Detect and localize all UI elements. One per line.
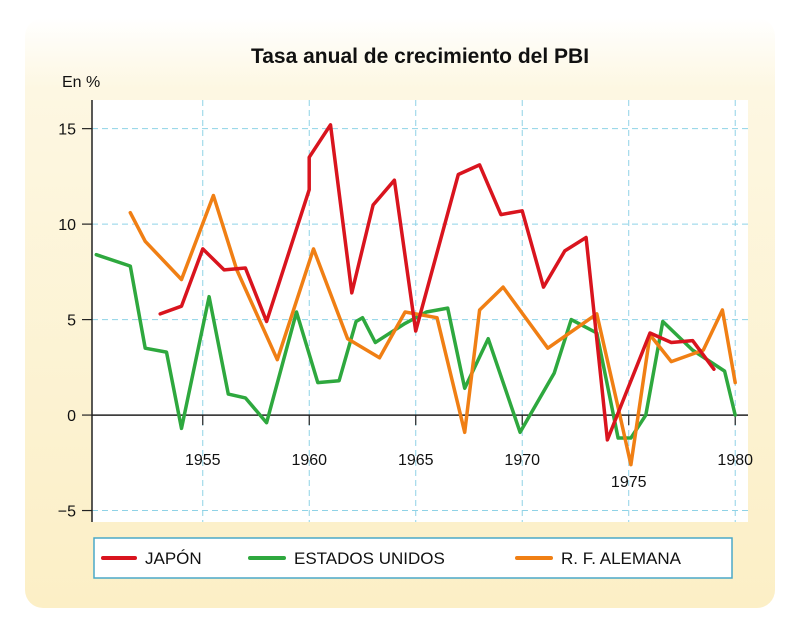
x-tick-label: 1980 bbox=[717, 452, 753, 469]
y-tick-label: 0 bbox=[67, 408, 76, 425]
x-tick-label: 1975 bbox=[611, 474, 647, 491]
series-layer bbox=[94, 123, 737, 467]
series-line-2 bbox=[128, 193, 737, 467]
series-line-1 bbox=[94, 252, 737, 440]
x-tick-label: 1970 bbox=[504, 452, 540, 469]
legend-label: ESTADOS UNIDOS bbox=[294, 549, 445, 568]
y-tick-label: 10 bbox=[58, 217, 76, 234]
x-tick-label: 1960 bbox=[291, 452, 327, 469]
y-tick-label: −5 bbox=[58, 504, 76, 521]
chart-title: Tasa anual de crecimiento del PBI bbox=[251, 45, 589, 68]
y-tick-label: 15 bbox=[58, 122, 76, 139]
x-tick-label: 1965 bbox=[398, 452, 434, 469]
y-tick-label: 5 bbox=[67, 313, 76, 330]
legend-box bbox=[93, 537, 733, 579]
legend-label: R. F. ALEMANA bbox=[561, 549, 682, 568]
series-line-0 bbox=[158, 123, 716, 442]
y-axis-label: En % bbox=[62, 74, 100, 91]
x-tick-label: 1955 bbox=[185, 452, 221, 469]
legend-label: JAPÓN bbox=[145, 549, 202, 568]
legend: JAPÓN ESTADOS UNIDOS R. F. ALEMANA bbox=[93, 537, 733, 579]
grid-layer bbox=[92, 100, 748, 522]
